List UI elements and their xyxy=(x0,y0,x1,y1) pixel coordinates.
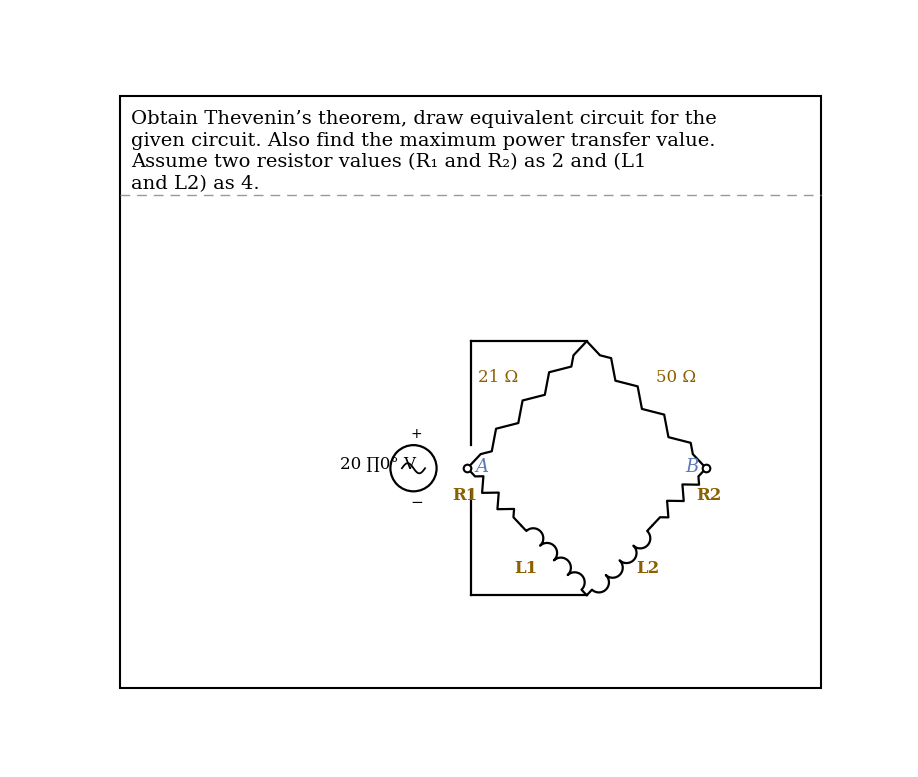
Text: Obtain Thevenin’s theorem, draw equivalent circuit for the: Obtain Thevenin’s theorem, draw equivale… xyxy=(131,110,717,128)
Text: R1: R1 xyxy=(452,486,477,503)
Text: −: − xyxy=(410,495,423,510)
Text: 50 Ω: 50 Ω xyxy=(655,369,696,386)
Text: Assume two resistor values (R₁ and R₂) as 2 and (L1: Assume two resistor values (R₁ and R₂) a… xyxy=(131,153,646,171)
Text: L2: L2 xyxy=(636,559,660,577)
Text: A: A xyxy=(476,458,488,476)
Text: L1: L1 xyxy=(514,559,537,577)
Text: R2: R2 xyxy=(696,486,722,503)
Text: B: B xyxy=(685,458,699,476)
Text: +: + xyxy=(410,427,422,441)
Text: given circuit. Also find the maximum power transfer value.: given circuit. Also find the maximum pow… xyxy=(131,132,715,150)
Text: 21 Ω: 21 Ω xyxy=(477,369,518,386)
Text: and L2) as 4.: and L2) as 4. xyxy=(131,175,260,193)
Text: 20 ∏0° V: 20 ∏0° V xyxy=(341,456,417,473)
